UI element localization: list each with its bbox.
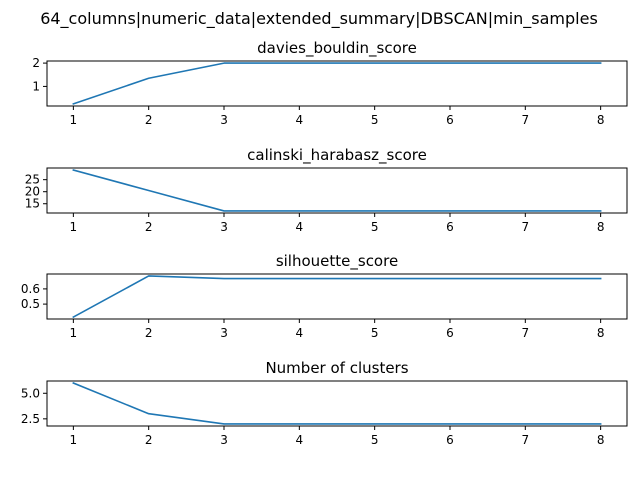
x-tick-label: 2 <box>145 433 153 447</box>
x-tick-label: 1 <box>70 433 78 447</box>
y-tick-label: 2 <box>32 56 40 70</box>
y-tick-label: 25 <box>25 173 40 187</box>
x-tick-label: 6 <box>446 326 454 340</box>
x-tick-label: 2 <box>145 326 153 340</box>
x-tick-label: 1 <box>70 220 78 234</box>
x-tick-label: 1 <box>70 113 78 127</box>
x-tick-label: 3 <box>220 326 228 340</box>
x-tick-label: 8 <box>597 220 605 234</box>
x-tick-label: 7 <box>521 220 529 234</box>
x-tick-label: 5 <box>371 326 379 340</box>
x-tick-label: 5 <box>371 433 379 447</box>
x-tick-label: 6 <box>446 220 454 234</box>
x-tick-label: 3 <box>220 113 228 127</box>
subplot-silhouette-score: silhouette_score 1 2 3 4 5 6 7 8 0.50.6 <box>21 252 628 340</box>
y-tick-label: 2.5 <box>21 412 40 426</box>
x-tick-label: 8 <box>597 433 605 447</box>
y-tick-label: 0.5 <box>21 297 40 311</box>
subplot-title: silhouette_score <box>276 252 398 271</box>
x-tick-label: 8 <box>597 326 605 340</box>
subplot-title: Number of clusters <box>265 359 408 377</box>
subplot-number-of-clusters: Number of clusters 1 2 3 4 5 6 7 8 2.5 5.0 <box>21 359 628 447</box>
y-tick-label: 5.0 <box>21 386 40 400</box>
x-tick-label: 3 <box>220 220 228 234</box>
x-tick-label: 7 <box>521 326 529 340</box>
axes-frame <box>46 380 628 427</box>
series-line-calinski-harabasz-score <box>72 169 602 212</box>
series-line-number-of-clusters <box>72 382 602 425</box>
subplot-title: davies_bouldin_score <box>257 39 417 58</box>
x-tick-label: 5 <box>371 113 379 127</box>
x-tick-label: 4 <box>296 220 304 234</box>
subplot-title: calinski_harabasz_score <box>247 146 427 165</box>
x-tick-label: 3 <box>220 433 228 447</box>
x-tick-label: 6 <box>446 113 454 127</box>
series-line-silhouette-score <box>72 275 602 319</box>
axes-frame <box>46 167 628 214</box>
figure-title: 64_columns|numeric_data|extended_summary… <box>40 9 598 29</box>
x-tick-label: 4 <box>296 433 304 447</box>
series-line-davies-bouldin-score <box>72 62 602 105</box>
axes-frame <box>46 60 628 107</box>
x-tick-label: 1 <box>70 326 78 340</box>
axes-frame <box>46 273 628 320</box>
x-tick-label: 4 <box>296 113 304 127</box>
x-tick-label: 4 <box>296 326 304 340</box>
subplot-davies-bouldin-score: davies_bouldin_score 1 2 3 4 5 6 7 8 1 2 <box>32 39 628 127</box>
y-tick-label: 15 <box>25 197 40 211</box>
x-tick-label: 7 <box>521 433 529 447</box>
y-tick-label: 0.6 <box>21 282 40 296</box>
x-tick-label: 5 <box>371 220 379 234</box>
x-tick-label: 2 <box>145 220 153 234</box>
y-tick-label: 1 <box>32 79 40 93</box>
x-tick-label: 7 <box>521 113 529 127</box>
x-tick-label: 2 <box>145 113 153 127</box>
x-tick-label: 6 <box>446 433 454 447</box>
y-tick-label: 20 <box>25 185 40 199</box>
x-tick-label: 8 <box>597 113 605 127</box>
